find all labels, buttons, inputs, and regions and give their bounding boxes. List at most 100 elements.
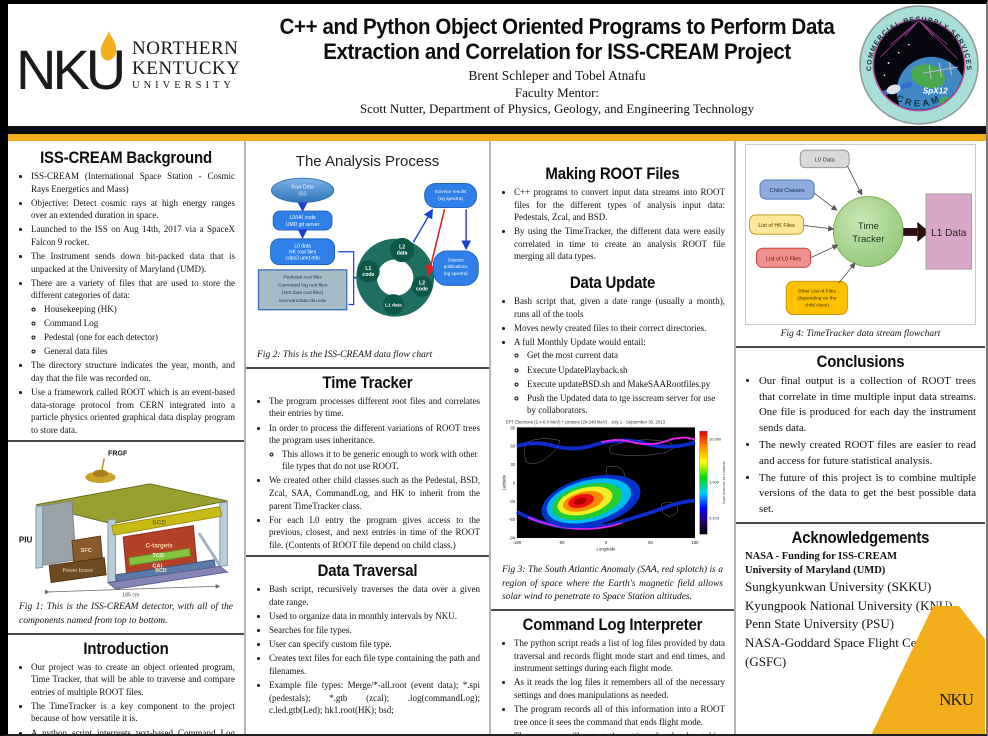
svg-text:10.000: 10.000 bbox=[709, 437, 722, 442]
bullet-item: The program will output the settings for… bbox=[514, 730, 725, 734]
node-l0-data: L0 Data bbox=[815, 158, 836, 164]
bullet-item: Example file types: Merge/*-all.root (ev… bbox=[269, 679, 480, 717]
section-title-data-update: Data Update bbox=[569, 273, 656, 293]
bullet-item: The program processes different root fil… bbox=[269, 395, 480, 420]
header-gold-bar bbox=[8, 134, 986, 141]
node-hk-files: List of HK Files bbox=[758, 223, 795, 229]
title-block: C++ and Python Object Oriented Programs … bbox=[256, 13, 858, 116]
label-piu: PIU bbox=[19, 536, 33, 545]
divider bbox=[246, 366, 489, 369]
colorbar-ticks: 10.000 1.000 0.100 bbox=[709, 437, 722, 521]
label-ctargets: C-targets bbox=[146, 543, 174, 550]
node-other-files-line2: (depending on the bbox=[797, 296, 837, 302]
svg-text:30: 30 bbox=[510, 462, 515, 467]
node-l0data-line3: cdps3.umd.edu bbox=[286, 256, 320, 262]
time-tracker-bullets: The program processes different root fil… bbox=[255, 395, 480, 552]
section-title-making-root-files: Making ROOT Files bbox=[545, 164, 680, 183]
bullet-item: The newly created ROOT files are easier … bbox=[759, 438, 976, 469]
section-title-command-log: Command Log Interpreter bbox=[522, 615, 703, 635]
node-time-tracker-line1: Time bbox=[858, 221, 879, 232]
analysis-process-title: The Analysis Process bbox=[295, 153, 440, 170]
bullet-item: The Instrument sends down bit-packed dat… bbox=[31, 250, 235, 275]
node-l0hk-line1: L0/HK code bbox=[290, 215, 316, 221]
sub-bullet: Execute updateBSD.sh and MakeSAARootfile… bbox=[527, 378, 725, 391]
page-title: C++ and Python Object Oriented Programs … bbox=[277, 15, 837, 64]
patch-spx12: SpX12 bbox=[923, 86, 948, 95]
bullet-item: User can specify custom file type. bbox=[269, 638, 480, 651]
section-title-data-traversal: Data Traversal bbox=[317, 561, 418, 581]
node-pedestal-line3: (ISS data root files) bbox=[282, 290, 324, 296]
introduction-bullets: Our project was to create an object orie… bbox=[17, 661, 235, 734]
nku-abbr: NKU bbox=[16, 38, 123, 101]
node-raw-data-line2: ISS bbox=[298, 191, 307, 197]
poster-body: ISS-CREAM Background ISS-CREAM (Internat… bbox=[8, 141, 986, 734]
fig2-caption: Fig 2: This is the ISS-CREAM data flow c… bbox=[257, 350, 433, 361]
bullet-item: There are a variety of files that are us… bbox=[31, 277, 235, 358]
ack-item: Sungkyunkwan University (SKKU) bbox=[745, 578, 932, 594]
sub-bullet: Get the most current data bbox=[527, 349, 725, 362]
logo-line-3: UNIVERSITY bbox=[132, 80, 235, 92]
mission-patch-icon: SpX12 COMMERCIAL RESUPPLY SERVICES CREAM bbox=[859, 5, 979, 125]
donut-l1-data: L1 data bbox=[385, 302, 402, 308]
sub-bullet: Execute UpdatePlayback.sh bbox=[527, 364, 725, 377]
svg-text:-90: -90 bbox=[509, 536, 516, 541]
svg-text:code: code bbox=[362, 272, 374, 278]
sub-bullet: General data files bbox=[44, 345, 235, 358]
label-tcd: TCD bbox=[152, 553, 164, 559]
divider bbox=[736, 345, 985, 348]
divider bbox=[491, 609, 734, 612]
fig4-timetracker-flowchart: L0 Data Child Classes List of HK Files L… bbox=[749, 149, 972, 315]
bullet-item: Launched to the ISS on Aug 14th, 2017 vi… bbox=[31, 223, 235, 248]
node-science-results-line1: Science results bbox=[435, 189, 467, 194]
svg-text:-90: -90 bbox=[558, 541, 565, 546]
node-time-tracker-line2: Tracker bbox=[852, 234, 885, 245]
data-traversal-bullets: Bash script, recursively traverses the d… bbox=[255, 583, 480, 716]
svg-text:60: 60 bbox=[510, 444, 515, 449]
svg-text:0: 0 bbox=[513, 481, 516, 486]
column-3: Making ROOT Files C++ programs to conver… bbox=[491, 141, 736, 734]
bullet-item: For each L0 entry the program gives acce… bbox=[269, 514, 480, 552]
bullet-item: Our project was to create an object orie… bbox=[31, 661, 235, 699]
svg-text:-30: -30 bbox=[509, 499, 516, 504]
bullet-item: The python script reads a list of log fi… bbox=[514, 637, 725, 675]
authors: Brent Schleper and Tobel Atnafu bbox=[468, 67, 646, 83]
ack-item: NASA-Goddard Space Flight Center (GSFC) bbox=[745, 635, 937, 670]
svg-text:90: 90 bbox=[510, 426, 515, 431]
node-other-files-line1: Other List of Files bbox=[798, 289, 837, 295]
auroral-bands bbox=[515, 437, 696, 531]
sub-bullet: Push the Updated data to tge isscream se… bbox=[527, 392, 725, 417]
root-files-bullets: C++ programs to convert input data strea… bbox=[500, 186, 725, 263]
acknowledgements-list: NASA - Funding for ISS-CREAM University … bbox=[745, 551, 976, 672]
data-update-bullets: Bash script that, given a date range (us… bbox=[500, 295, 725, 417]
fig3-caption: Fig 3: The South Atlantic Anomaly (SAA, … bbox=[502, 564, 723, 603]
bullet-item: C++ programs to convert input data strea… bbox=[514, 186, 725, 224]
mentor-label: Faculty Mentor: bbox=[514, 84, 600, 100]
bullet-item: The program records all of this informat… bbox=[514, 703, 725, 728]
fig4-arrows bbox=[803, 165, 863, 284]
node-pedestal-line4: isscreamdata.nku.edu bbox=[279, 298, 327, 304]
nku-logo: NKU NORTHERN KENTUCKY UNIVERSITY bbox=[12, 29, 256, 101]
label-power-boxes: Power boxes bbox=[63, 568, 93, 574]
bullet-item: Bash script that, given a date range (us… bbox=[514, 295, 725, 320]
logo-line-2: KENTUCKY bbox=[132, 57, 241, 79]
column-4: L0 Data Child Classes List of HK Files L… bbox=[736, 141, 985, 734]
map-title: EPT Electrons (2.4-8.0 MeV) + protons (2… bbox=[506, 420, 666, 425]
ack-item: Kyungpook National University (KNU) bbox=[745, 597, 953, 613]
svg-text:-60: -60 bbox=[509, 518, 516, 523]
svg-text:code: code bbox=[416, 287, 428, 293]
node-pedestal-line1: Pedestal root files bbox=[283, 275, 322, 281]
dimension-label: 185 cm bbox=[122, 593, 139, 598]
svg-text:-180: -180 bbox=[513, 541, 522, 546]
label-scd: SCD bbox=[152, 520, 166, 527]
ack-item: Penn State University (PSU) bbox=[745, 616, 895, 632]
ribbon-nku-logo: NKU bbox=[939, 690, 974, 709]
bullet-item: A full Monthly Update would entail: Get … bbox=[514, 336, 725, 417]
y-axis-label: Latitude bbox=[502, 475, 507, 491]
fig4-frame: L0 Data Child Classes List of HK Files L… bbox=[745, 144, 976, 326]
y-axis-ticks: 90 60 30 0 -30 -60 -90 bbox=[509, 426, 516, 541]
node-l0data-line1: L0 data bbox=[294, 243, 311, 249]
node-l0-files: List of L0 Files bbox=[766, 256, 801, 262]
section-title-acknowledgements: Acknowledgements bbox=[791, 527, 930, 547]
divider bbox=[736, 521, 985, 524]
fig3-saa-map: EPT Electrons (2.4-8.0 MeV) + protons (2… bbox=[502, 420, 725, 552]
